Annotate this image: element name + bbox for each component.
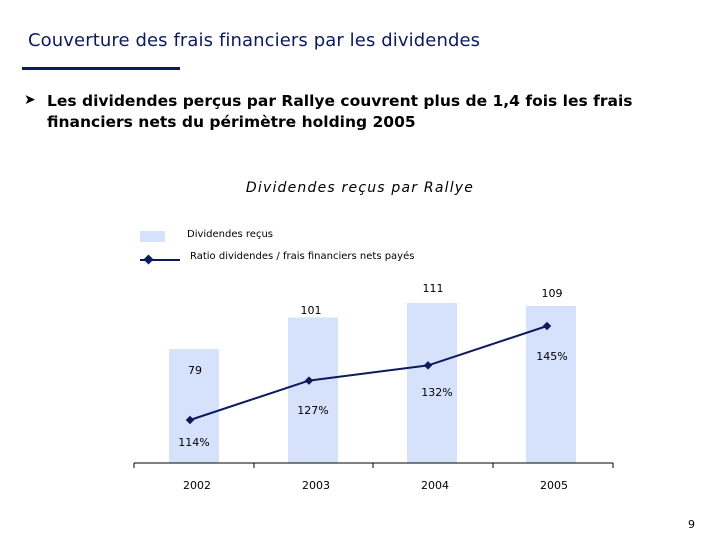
- page-number: 9: [688, 518, 695, 531]
- x-tick-label-2004: 2004: [421, 479, 449, 492]
- legend-bar-label: Dividendes reçus: [187, 229, 273, 240]
- bar-label-2003: 101: [301, 304, 322, 317]
- x-tick-label-2005: 2005: [540, 479, 568, 492]
- ratio-label-2003: 127%: [297, 404, 328, 417]
- ratio-label-2005: 145%: [536, 350, 567, 363]
- slide-title: Couverture des frais financiers par les …: [28, 30, 481, 51]
- chart-title: Dividendes reçus par Rallye: [245, 180, 475, 196]
- ratio-point-2002: [185, 415, 195, 425]
- bar-2002: [169, 349, 219, 463]
- legend-bar-swatch: [140, 231, 165, 242]
- x-tick-label-2002: 2002: [183, 479, 211, 492]
- bullet-arrow-icon: ➤: [24, 92, 36, 108]
- ratio-line: [189, 325, 548, 421]
- bar-2004: [407, 303, 457, 463]
- bar-2005: [526, 305, 576, 463]
- x-tick-label-2003: 2003: [302, 479, 330, 492]
- legend-line-swatch: [140, 259, 180, 261]
- legend-line-label: Ratio dividendes / frais financiers nets…: [190, 251, 415, 262]
- ratio-point-2003: [304, 376, 314, 385]
- ratio-label-2002: 114%: [178, 436, 209, 449]
- ratio-label-2004: 132%: [421, 386, 452, 399]
- ratio-point-2005: [542, 321, 552, 331]
- bar-label-2005: 109: [542, 287, 563, 300]
- bullet-text: Les dividendes perçus par Rallye couvren…: [47, 92, 633, 131]
- ratio-point-2004: [423, 361, 433, 370]
- bar-label-2004: 111: [423, 282, 444, 295]
- title-underline: [22, 67, 180, 70]
- bar-2003: [288, 317, 338, 463]
- bar-label-2002: 79: [188, 364, 202, 377]
